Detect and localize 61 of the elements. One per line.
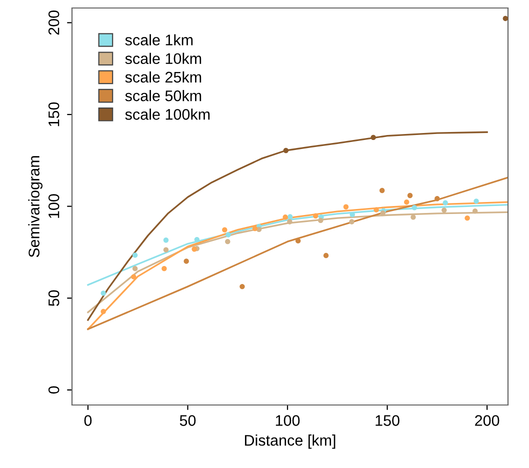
point	[100, 308, 106, 314]
point	[226, 232, 231, 238]
point	[474, 198, 479, 204]
point	[472, 208, 478, 214]
point	[131, 274, 136, 280]
x-tick-label: 0	[84, 415, 92, 426]
point	[252, 226, 258, 232]
point	[442, 200, 448, 206]
point	[442, 208, 447, 213]
point	[370, 134, 376, 140]
y-axis-title: Semivariogram	[28, 156, 42, 258]
y-tick-label: 100	[48, 194, 60, 218]
x-tick-label: 150	[376, 415, 400, 426]
legend-label: scale 10km	[125, 52, 202, 64]
x-tick-label: 200	[475, 415, 500, 426]
y-tick-label: 50	[48, 290, 60, 306]
x-tick-label: 100	[276, 415, 300, 426]
point	[464, 215, 470, 221]
x-tick-label: 50	[180, 415, 196, 426]
point	[410, 214, 416, 220]
point	[412, 205, 418, 210]
point	[162, 266, 167, 272]
point	[288, 214, 293, 220]
legend-label: scale 100km	[125, 108, 210, 120]
point	[163, 238, 169, 243]
point	[194, 236, 200, 242]
line-series	[87, 177, 508, 330]
line-series	[87, 131, 488, 321]
point	[502, 16, 508, 22]
point	[404, 199, 410, 205]
point	[132, 252, 138, 258]
point	[132, 266, 138, 272]
line-series	[87, 211, 508, 314]
point	[163, 247, 169, 252]
point	[343, 204, 349, 210]
point	[323, 252, 329, 258]
point	[379, 188, 385, 194]
point	[282, 214, 288, 220]
point	[222, 227, 228, 232]
point	[313, 213, 318, 218]
y-tick-label: 150	[48, 102, 60, 126]
legend-label: scale 25km	[125, 71, 202, 83]
y-tick-label: 200	[48, 10, 60, 35]
line-series	[87, 201, 508, 330]
point	[434, 196, 440, 202]
point	[100, 290, 106, 296]
point	[287, 219, 292, 224]
point	[192, 246, 197, 252]
legend-label: scale 1km	[125, 34, 193, 46]
point	[407, 192, 413, 198]
point	[318, 218, 324, 224]
legend-label: scale 50km	[125, 90, 202, 102]
point	[283, 148, 289, 154]
point	[374, 207, 379, 212]
x-axis-title: Distance [km]	[244, 434, 336, 449]
point	[225, 238, 230, 244]
point	[184, 258, 189, 264]
point	[349, 219, 354, 224]
point	[240, 284, 245, 290]
point	[295, 238, 301, 244]
y-tick-label: 0	[48, 386, 60, 394]
